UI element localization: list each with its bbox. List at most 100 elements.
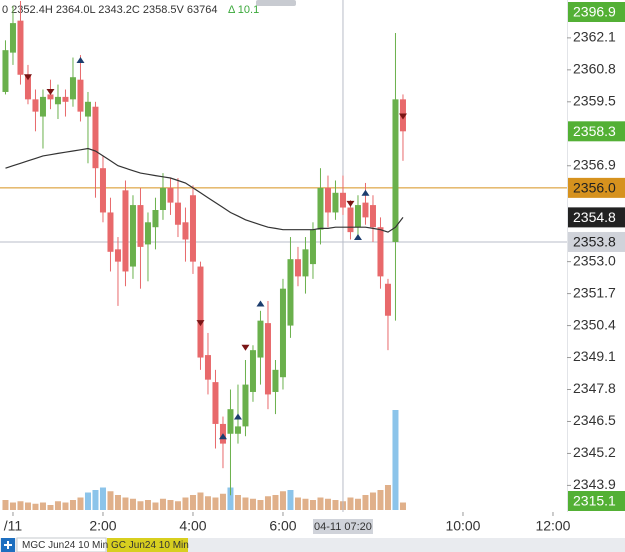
tab-label: MGC Jun24 10 Min <box>22 540 108 551</box>
signal-marker <box>218 433 227 440</box>
volume-bar <box>182 497 189 510</box>
volume-bar <box>174 501 181 510</box>
price-label-box <box>568 207 625 228</box>
volume-bar <box>212 497 219 510</box>
x-tick-label: 6:00 <box>269 518 296 534</box>
y-tick-label: 2359.5 <box>573 93 616 109</box>
volume-bar <box>234 495 241 510</box>
candle-body <box>32 99 39 112</box>
volume-bar <box>137 501 144 510</box>
tab[interactable] <box>107 538 188 552</box>
volume-label: 2315.1 <box>573 493 616 509</box>
volume-bar <box>84 492 91 510</box>
price-label: 2356.0 <box>573 180 616 196</box>
volume-bar <box>204 496 211 510</box>
signal-marker <box>241 344 250 351</box>
price-label-box <box>568 121 625 142</box>
candle-body <box>264 323 271 395</box>
candle-body <box>377 227 384 277</box>
signal-marker <box>346 200 355 207</box>
y-tick-label: 2349.1 <box>573 348 616 364</box>
volume-bar <box>197 492 204 510</box>
candle-body <box>2 50 9 92</box>
candle-body <box>347 207 354 233</box>
volume-bar <box>9 502 16 510</box>
signal-marker <box>233 413 242 420</box>
volume-bar <box>332 500 339 510</box>
candle-body <box>129 205 136 267</box>
candle-body <box>69 77 76 100</box>
volume-bar <box>39 502 46 510</box>
candle-body <box>272 369 279 392</box>
scale-max-label: 2396.9 <box>573 4 616 20</box>
volume-bar <box>189 495 196 510</box>
candle-body <box>279 288 286 378</box>
volume-bar <box>287 490 294 510</box>
price-label: 2354.8 <box>573 209 616 225</box>
tab[interactable] <box>16 537 107 552</box>
ohlc-text: 0 2352.4H 2364.0L 2343.2C 2358.5V 63764 <box>2 4 218 16</box>
volume-bar <box>92 490 99 510</box>
volume-bar <box>249 498 256 510</box>
y-tick-label: 2362.1 <box>573 29 616 45</box>
volume-bar <box>227 487 234 510</box>
volume-bar <box>324 498 331 510</box>
volume-bar <box>369 492 376 510</box>
candle-body <box>189 195 196 262</box>
candle-body <box>77 79 84 112</box>
candle-body <box>287 259 294 326</box>
candle-body <box>257 320 264 358</box>
signal-marker <box>46 88 55 95</box>
volume-bar <box>99 487 106 510</box>
volume-bar <box>159 498 166 510</box>
candle-body <box>159 187 166 210</box>
y-tick-label: 2353.0 <box>573 252 616 268</box>
signal-marker <box>353 234 362 241</box>
candle-body <box>152 210 159 228</box>
price-label-box <box>568 177 625 198</box>
moving-average <box>5 147 404 233</box>
volume-bar <box>17 501 24 510</box>
candle-body <box>122 190 129 272</box>
candle-body <box>197 266 204 358</box>
candle-body <box>249 350 256 392</box>
volume-bar <box>242 497 249 510</box>
volume-bar <box>399 502 406 510</box>
volume-bar <box>114 495 121 510</box>
candle-body <box>107 212 114 252</box>
candle-body <box>324 187 331 213</box>
volume-bar <box>167 500 174 510</box>
volume-bar <box>362 495 369 510</box>
volume-bar <box>24 502 31 510</box>
top-tab[interactable] <box>256 0 296 6</box>
volume-bar <box>69 500 76 510</box>
volume-bar <box>279 491 286 510</box>
change-text: Δ 10.1 <box>228 4 259 16</box>
candle-body <box>84 101 91 117</box>
y-tick-label: 2356.9 <box>573 156 616 172</box>
volume-bar <box>317 497 324 510</box>
volume-bar <box>47 505 54 510</box>
candle-body <box>294 259 301 277</box>
candle-body <box>167 187 174 203</box>
x-tick-label: /11 <box>4 518 23 534</box>
x-tick-label: 4:00 <box>179 518 206 534</box>
price-label-box <box>568 231 625 252</box>
volume-label-box <box>568 491 625 511</box>
candle-body <box>369 205 376 228</box>
signal-marker <box>76 57 85 63</box>
volume-bar <box>392 410 399 510</box>
candle-body <box>212 382 219 424</box>
candle-body <box>384 283 391 316</box>
volume-bar <box>77 497 84 510</box>
y-tick-label: 2347.8 <box>573 380 616 396</box>
volume-bar <box>384 485 391 510</box>
candle-body <box>302 249 309 277</box>
volume-bar <box>144 500 151 510</box>
candle-body <box>362 202 369 218</box>
candle-body <box>354 205 361 228</box>
candle-body <box>39 96 46 117</box>
volume-bar <box>309 500 316 510</box>
candle-body <box>92 106 99 169</box>
